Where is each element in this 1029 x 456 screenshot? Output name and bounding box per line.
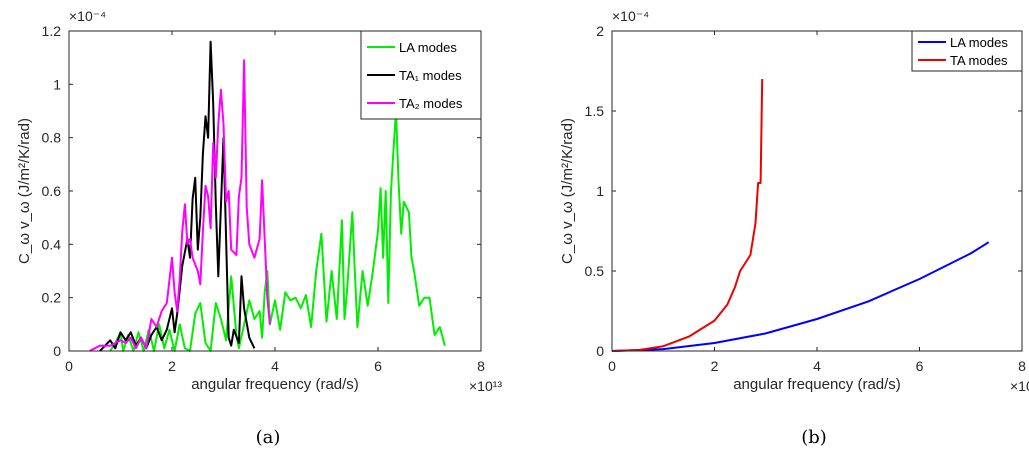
panel-caption: (b) (801, 427, 827, 448)
x-tick-label: 2 (711, 358, 719, 374)
y-tick-label: 0.5 (585, 263, 605, 279)
y-tick-label: 0 (596, 343, 604, 359)
x-exponent: ×10¹³ (469, 378, 502, 394)
y-tick-label: 0.6 (42, 183, 62, 199)
series-line-0 (109, 110, 446, 352)
legend-label-2: TA₂ modes (399, 96, 463, 111)
x-tick-label: 8 (1018, 358, 1026, 374)
x-axis-label: angular frequency (rad/s) (191, 376, 359, 393)
series-line-0 (611, 241, 990, 352)
x-tick-label: 4 (271, 358, 279, 374)
x-tick-label: 0 (608, 358, 616, 374)
series-line-1 (611, 78, 764, 352)
x-exponent: ×10¹³ (1010, 378, 1029, 394)
y-tick-label: 0.4 (42, 236, 62, 252)
series-line-2 (89, 59, 271, 352)
y-tick-label: 0.2 (42, 290, 62, 306)
x-tick-label: 8 (477, 358, 485, 374)
legend-label-1: TA₁ modes (399, 68, 462, 83)
x-tick-label: 0 (65, 358, 73, 374)
y-tick-label: 0.8 (42, 130, 62, 146)
x-tick-label: 4 (813, 358, 821, 374)
x-tick-label: 6 (916, 358, 924, 374)
panel-a: 0 2 4 6 8 0 0.2 0.4 0.6 0.8 1 1.2 ×10⁻⁴ ×10¹³ angular … (16, 8, 502, 448)
y-tick-label: 1.5 (585, 103, 605, 119)
plot-frame (611, 30, 1023, 352)
legend-box (360, 30, 482, 120)
y-axis-label: C_ω v_ω (J/m²/K/rad) (16, 118, 33, 264)
y-axis-label: C_ω v_ω (J/m²/K/rad) (559, 118, 576, 264)
x-tick-label: 6 (374, 358, 382, 374)
y-exponent: ×10⁻⁴ (69, 8, 106, 24)
x-tick-label: 2 (168, 358, 176, 374)
y-tick-label: 1 (53, 76, 61, 92)
legend-label-0: LA modes (399, 40, 457, 55)
legend-label-0: LA modes (950, 35, 1008, 50)
y-tick-label: 1.2 (42, 23, 62, 39)
y-tick-label: 1 (596, 183, 604, 199)
y-tick-label: 0 (53, 343, 61, 359)
legend-label-1: TA modes (950, 53, 1008, 68)
y-tick-label: 2 (596, 23, 604, 39)
legend-box (911, 30, 1023, 72)
x-axis-label: angular frequency (rad/s) (733, 376, 901, 393)
panel-caption: (a) (256, 427, 281, 448)
panel-b: 0 2 4 6 8 0 0.5 1 1.5 2 ×10⁻⁴ ×10¹³ angular frequenc… (559, 8, 1029, 448)
series-line-1 (99, 40, 256, 352)
y-exponent: ×10⁻⁴ (612, 8, 649, 24)
